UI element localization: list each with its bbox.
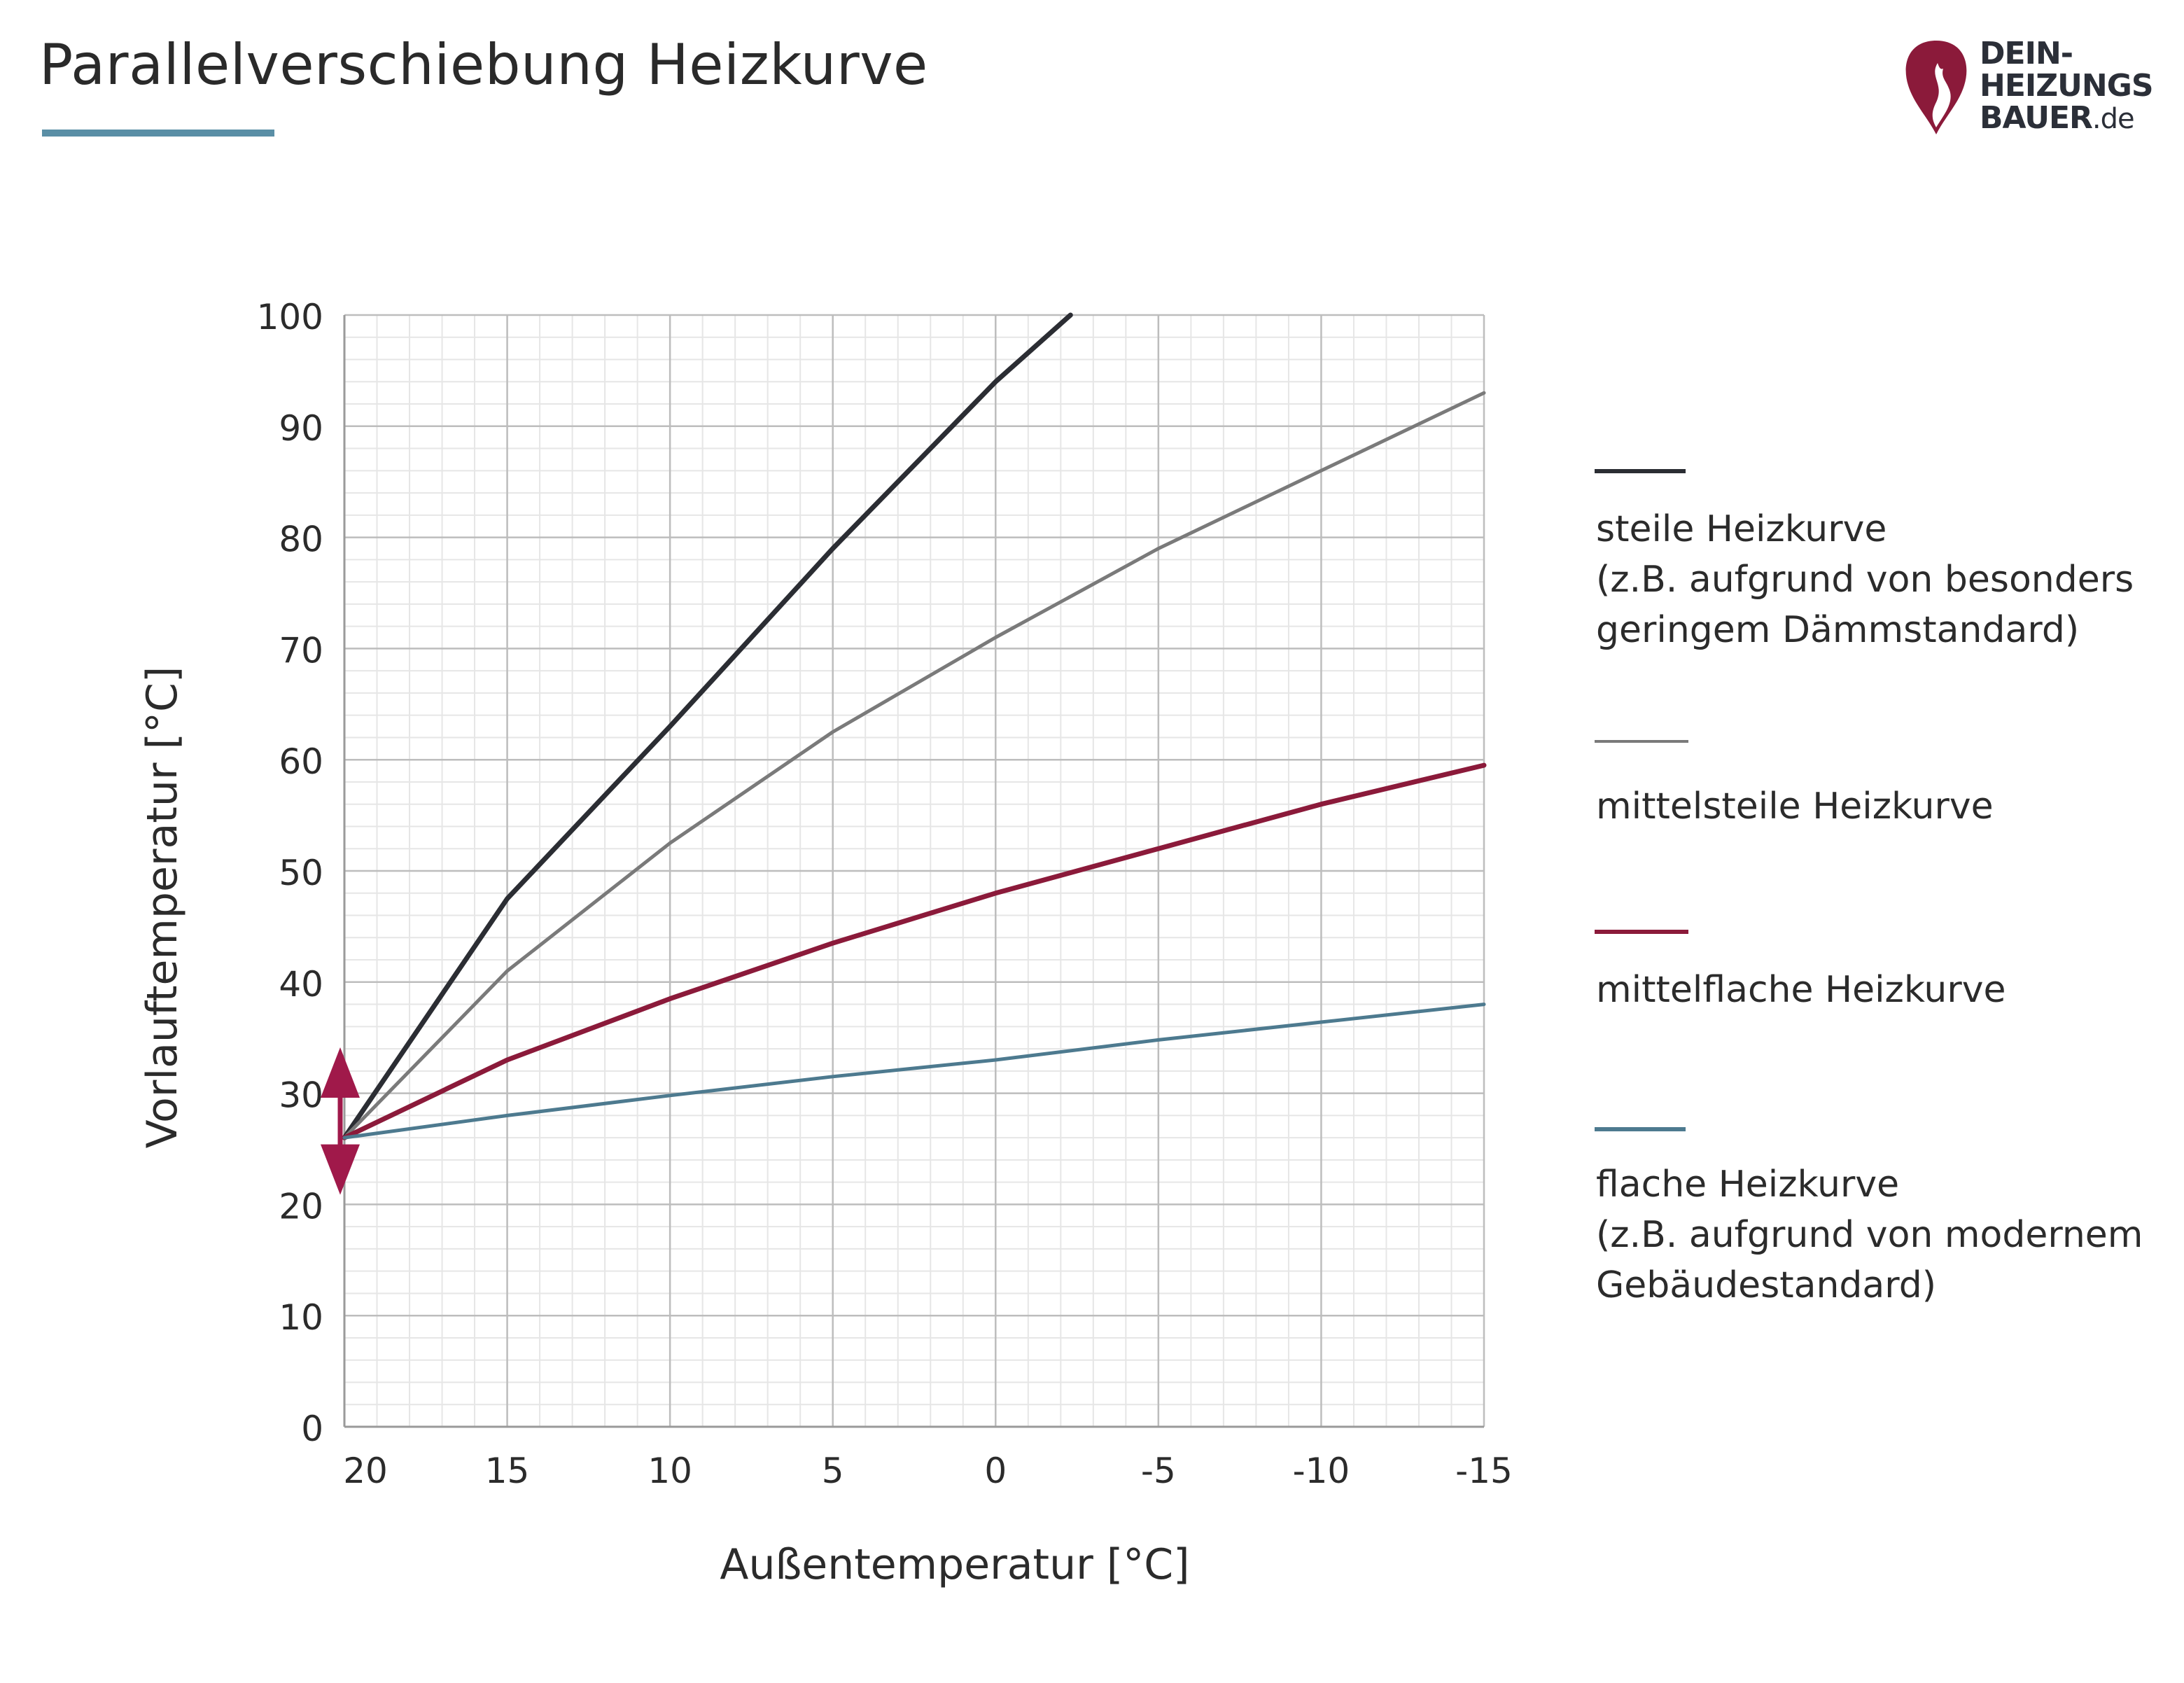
series-line-1 bbox=[342, 391, 1486, 1140]
arrow-head-up bbox=[321, 1047, 360, 1098]
logo-line1: DEIN- bbox=[1980, 36, 2073, 71]
flame-icon bbox=[1905, 41, 1967, 134]
legend-line-steep bbox=[1595, 469, 1686, 473]
y-tick-label: 60 bbox=[279, 741, 323, 782]
y-axis-label: Vorlauftemperatur [°C] bbox=[138, 666, 187, 1149]
brand-logo: DEIN- HEIZUNGS BAUER.de bbox=[1901, 35, 2154, 140]
title-underline bbox=[42, 130, 274, 137]
legend-note-flat-1: (z.B. aufgrund von modernem bbox=[1596, 1214, 2143, 1256]
logo-suffix: .de bbox=[2092, 103, 2135, 135]
y-tick-label: 70 bbox=[279, 630, 323, 671]
axes bbox=[343, 315, 1484, 1428]
y-tick-label: 0 bbox=[301, 1409, 323, 1449]
major-grid bbox=[343, 314, 1485, 1428]
legend-label-steep: steile Heizkurve bbox=[1596, 508, 1887, 550]
x-tick-label: -5 bbox=[1141, 1451, 1176, 1491]
x-tick-label: -10 bbox=[1293, 1451, 1350, 1491]
logo-line2: HEIZUNGS bbox=[1980, 68, 2154, 104]
y-tick-label: 50 bbox=[279, 853, 323, 893]
logo-text: DEIN- HEIZUNGS BAUER.de bbox=[1980, 36, 2154, 136]
y-tick-label: 10 bbox=[279, 1297, 323, 1338]
x-axis-label: Außentemperatur [°C] bbox=[720, 1540, 1189, 1589]
y-tick-label: 100 bbox=[257, 297, 323, 337]
shift-arrow bbox=[321, 1047, 360, 1195]
legend-note-steep-1: (z.B. aufgrund von besonders bbox=[1596, 559, 2134, 601]
x-tick-labels: 20 15 10 5 0 -5 -10 -15 bbox=[343, 1451, 1513, 1491]
x-tick-label: 15 bbox=[485, 1451, 530, 1491]
legend-item-flat: flache Heizkurve (z.B. aufgrund von mode… bbox=[1596, 1159, 2143, 1311]
legend-label-medium-flat: mittelflache Heizkurve bbox=[1596, 969, 2006, 1011]
legend-line-medium-flat bbox=[1595, 930, 1688, 934]
arrow-head-down bbox=[321, 1144, 360, 1195]
x-tick-label: -15 bbox=[1455, 1451, 1513, 1491]
y-tick-label: 90 bbox=[279, 408, 323, 449]
legend-item-steep: steile Heizkurve (z.B. aufgrund von beso… bbox=[1596, 504, 2134, 655]
y-tick-label: 30 bbox=[279, 1075, 323, 1116]
legend-label-flat: flache Heizkurve bbox=[1596, 1164, 1900, 1206]
series-line-3 bbox=[342, 1003, 1486, 1140]
y-tick-label: 80 bbox=[279, 519, 323, 560]
logo-line3: BAUER.de bbox=[1980, 100, 2135, 136]
x-tick-label: 5 bbox=[822, 1451, 844, 1491]
legend-line-flat bbox=[1595, 1127, 1686, 1131]
legend-item-medium-steep: mittelsteile Heizkurve bbox=[1596, 781, 1994, 832]
y-tick-label: 40 bbox=[279, 964, 323, 1005]
x-tick-label: 20 bbox=[343, 1451, 388, 1491]
legend-label-medium-steep: mittelsteile Heizkurve bbox=[1596, 785, 1994, 827]
series-lines bbox=[342, 312, 1487, 1140]
series-line-2 bbox=[342, 762, 1487, 1140]
x-tick-label: 10 bbox=[648, 1451, 692, 1491]
series-line-0 bbox=[342, 312, 1073, 1140]
x-tick-label: 0 bbox=[984, 1451, 1007, 1491]
legend-item-medium-flat: mittelflache Heizkurve bbox=[1596, 965, 2005, 1015]
page-title: Parallelverschiebung Heizkurve bbox=[39, 32, 928, 97]
y-tick-labels: 0 10 20 30 40 50 60 70 80 90 100 bbox=[257, 297, 323, 1449]
legend-note-flat-2: Gebäudestandard) bbox=[1596, 1264, 1937, 1306]
legend-note-steep-2: geringem Dämmstandard) bbox=[1596, 609, 2080, 651]
legend-line-medium-steep bbox=[1595, 740, 1688, 743]
y-tick-label: 20 bbox=[279, 1186, 323, 1227]
